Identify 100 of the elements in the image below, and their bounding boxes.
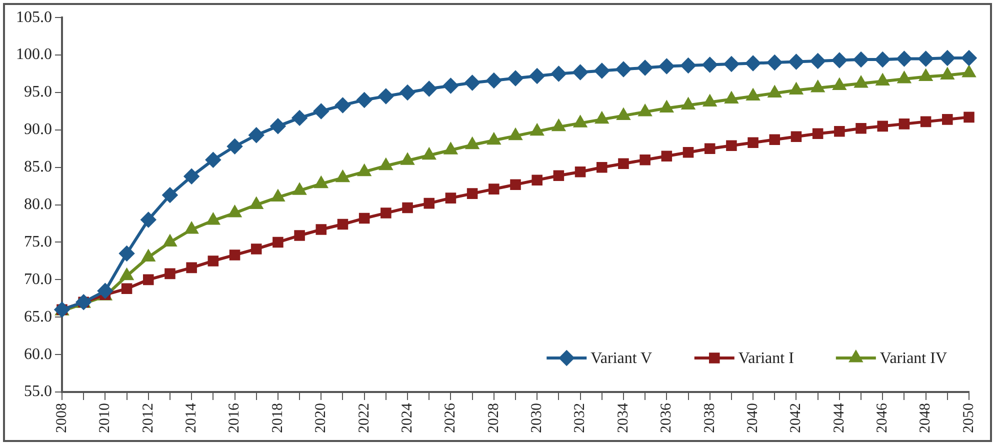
point bbox=[206, 152, 221, 168]
y-tick-label: 65.0 bbox=[24, 308, 52, 326]
point bbox=[444, 143, 457, 154]
point bbox=[941, 68, 954, 80]
point bbox=[314, 104, 329, 119]
point bbox=[227, 138, 242, 154]
point bbox=[788, 54, 804, 70]
point bbox=[854, 76, 868, 88]
point bbox=[898, 72, 910, 84]
point bbox=[400, 84, 416, 100]
point bbox=[250, 198, 263, 210]
y-tick-label: 80.0 bbox=[24, 196, 52, 214]
point bbox=[164, 235, 176, 246]
x-tick-label: 2018 bbox=[270, 403, 286, 433]
point bbox=[704, 143, 716, 154]
legend-label: Variant IV bbox=[880, 350, 948, 368]
x-tick-label: 2028 bbox=[486, 403, 502, 433]
x-tick-label: 2008 bbox=[54, 403, 70, 433]
point bbox=[466, 188, 478, 199]
point bbox=[898, 118, 910, 130]
point bbox=[358, 164, 371, 176]
point bbox=[854, 52, 869, 68]
x-tick-label: 2042 bbox=[788, 403, 804, 433]
point bbox=[424, 198, 435, 209]
y-tick-label: 100.0 bbox=[16, 46, 52, 64]
point bbox=[206, 214, 220, 225]
point bbox=[682, 98, 695, 110]
point bbox=[680, 58, 696, 74]
point bbox=[184, 168, 200, 184]
point bbox=[660, 101, 673, 112]
point bbox=[553, 170, 564, 181]
point bbox=[401, 154, 414, 165]
point bbox=[574, 116, 587, 128]
point bbox=[422, 81, 437, 96]
point bbox=[962, 50, 976, 66]
point bbox=[445, 192, 456, 204]
point bbox=[616, 62, 631, 77]
point bbox=[768, 86, 781, 98]
point bbox=[659, 58, 674, 74]
point bbox=[508, 70, 523, 86]
point bbox=[725, 92, 738, 104]
x-tick-label: 2024 bbox=[399, 402, 416, 433]
point bbox=[466, 138, 479, 150]
point bbox=[638, 104, 652, 116]
point bbox=[702, 57, 718, 72]
point bbox=[574, 166, 586, 178]
point bbox=[918, 51, 934, 66]
point bbox=[551, 66, 566, 82]
point bbox=[162, 188, 178, 203]
point bbox=[98, 283, 113, 298]
point bbox=[272, 190, 284, 202]
x-tick-label: 2040 bbox=[744, 403, 761, 433]
y-tick-label: 105.0 bbox=[16, 8, 52, 26]
point bbox=[832, 52, 847, 68]
x-tick-label: 2020 bbox=[313, 403, 330, 433]
point bbox=[486, 73, 502, 88]
point bbox=[661, 150, 672, 162]
legend-label: Variant V bbox=[590, 350, 653, 368]
point bbox=[488, 133, 500, 145]
point bbox=[164, 268, 176, 280]
point bbox=[726, 140, 737, 152]
point bbox=[877, 120, 888, 132]
point bbox=[942, 114, 953, 125]
point bbox=[316, 224, 327, 235]
point bbox=[552, 120, 565, 132]
y-tick-label: 55.0 bbox=[24, 383, 52, 400]
point bbox=[812, 128, 824, 140]
point bbox=[530, 124, 544, 136]
point bbox=[488, 184, 500, 194]
point bbox=[748, 137, 758, 148]
point bbox=[812, 80, 824, 92]
point bbox=[208, 256, 219, 266]
point bbox=[119, 246, 134, 261]
point bbox=[358, 212, 370, 224]
y-tick-label: 60.0 bbox=[24, 346, 52, 363]
point bbox=[292, 110, 308, 126]
point bbox=[746, 56, 761, 71]
x-tick-label: 2034 bbox=[615, 402, 632, 433]
x-tick-label: 2032 bbox=[572, 403, 588, 433]
point bbox=[767, 55, 782, 70]
point bbox=[270, 118, 286, 134]
point bbox=[120, 268, 134, 280]
point bbox=[121, 283, 132, 294]
x-tick-label: 2014 bbox=[184, 402, 200, 433]
point bbox=[746, 89, 760, 100]
x-tick-label: 2022 bbox=[356, 403, 372, 433]
point bbox=[618, 158, 629, 170]
y-tick-label: 90.0 bbox=[24, 121, 52, 138]
x-tick-label: 2046 bbox=[874, 402, 891, 433]
x-tick-label: 2036 bbox=[658, 402, 675, 433]
point bbox=[380, 158, 392, 170]
point bbox=[142, 250, 155, 262]
point bbox=[378, 88, 394, 104]
x-tick-label: 2038 bbox=[702, 403, 718, 433]
point bbox=[228, 206, 242, 218]
point bbox=[294, 230, 305, 241]
point bbox=[810, 54, 826, 69]
point bbox=[380, 208, 392, 218]
point bbox=[596, 112, 608, 124]
x-tick-label: 2050 bbox=[960, 403, 977, 433]
